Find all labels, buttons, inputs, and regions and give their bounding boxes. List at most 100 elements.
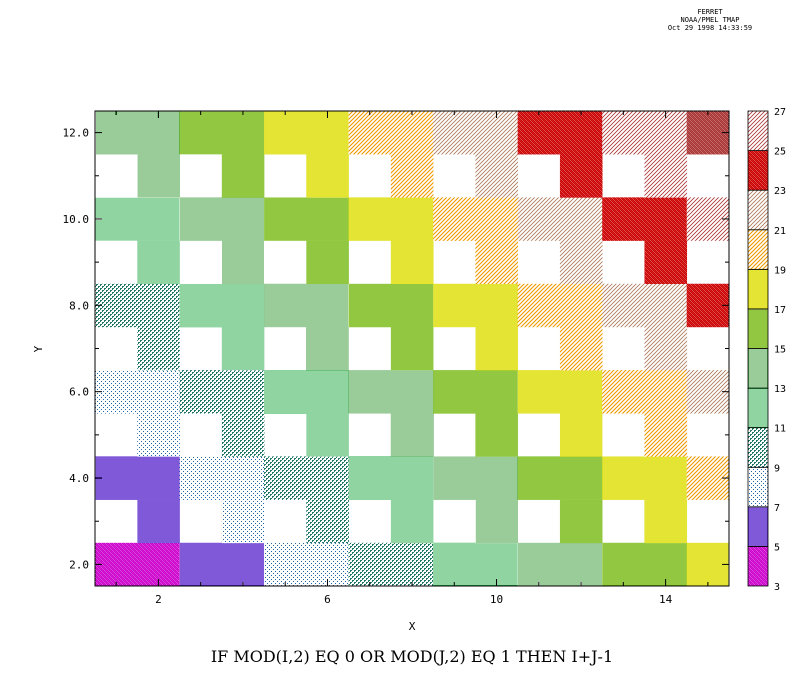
heatmap-cell xyxy=(306,240,349,285)
heatmap-cell xyxy=(306,370,349,414)
heatmap-cell xyxy=(602,111,645,155)
heatmap-cell xyxy=(475,413,518,457)
colorbar-label: 27 xyxy=(774,107,786,118)
heatmap-cell xyxy=(264,283,307,328)
heatmap-cell xyxy=(433,456,476,500)
heatmap-cell xyxy=(390,326,434,371)
x-tick-label: 14 xyxy=(659,593,673,606)
heatmap-cell xyxy=(559,499,603,544)
heatmap-cell xyxy=(517,370,561,414)
colorbar-label: 13 xyxy=(774,384,786,395)
heatmap-cell xyxy=(137,456,180,500)
heatmap-cell xyxy=(602,197,645,241)
heatmap-cell xyxy=(433,542,476,587)
heatmap-cell xyxy=(475,326,518,371)
heatmap-cell xyxy=(179,370,223,414)
y-tick-label: 10.0 xyxy=(63,213,90,226)
heatmap-cell xyxy=(644,111,688,155)
colorbar-label: 23 xyxy=(774,186,786,197)
heatmap-cell xyxy=(137,154,180,198)
heatmap-cell xyxy=(95,542,138,587)
heatmap-cell xyxy=(644,154,688,198)
heatmap-cell xyxy=(559,326,603,371)
heatmap-cell xyxy=(559,240,603,285)
heatmap-cell xyxy=(137,283,180,328)
heatmap-cell xyxy=(390,283,434,328)
heatmap-cell xyxy=(95,111,138,155)
heatmap-cell xyxy=(179,111,223,155)
colorbar-swatch xyxy=(747,466,769,508)
y-tick-label: 12.0 xyxy=(63,127,90,140)
heatmap-cell xyxy=(644,370,688,414)
heatmap-cell xyxy=(390,456,434,500)
heatmap-cell xyxy=(221,370,265,414)
heatmap-cell xyxy=(306,154,349,198)
colorbar-swatch xyxy=(747,150,769,191)
lab-name: NOAA/PMEL TMAP xyxy=(680,16,740,24)
heatmap-cell xyxy=(95,456,138,500)
colorbar-labels: 3 5 7 9 11 13 15 17 19 21 23 25 27 xyxy=(774,107,786,593)
heatmap-cell xyxy=(517,283,561,328)
heatmap-cell xyxy=(221,499,265,544)
heatmap-cell xyxy=(348,370,392,414)
heatmap-cell xyxy=(221,326,265,371)
chart-title: IF MOD(I,2) EQ 0 OR MOD(J,2) EQ 1 THEN I… xyxy=(211,647,613,666)
y-tick-label: 8.0 xyxy=(69,299,89,312)
heatmap-cell xyxy=(644,326,688,371)
colorbar-swatch xyxy=(747,427,769,468)
heatmap-cell xyxy=(221,283,265,328)
colorbar xyxy=(747,110,769,587)
x-tick-label: 10 xyxy=(490,593,503,606)
heatmap-cell xyxy=(390,240,434,285)
heatmap-cell xyxy=(264,542,307,587)
heatmap-cell xyxy=(559,154,603,198)
heatmap-cell xyxy=(559,413,603,457)
heatmap-cell xyxy=(348,111,392,155)
heatmap-cell xyxy=(179,542,223,587)
heatmap-cell xyxy=(559,370,603,414)
heatmap-cell xyxy=(221,111,265,155)
colorbar-swatch xyxy=(747,189,769,231)
heatmap-cell xyxy=(517,197,561,241)
heatmap-cell xyxy=(137,413,180,457)
heatmap-cell xyxy=(390,111,434,155)
heatmap-cell xyxy=(559,111,603,155)
heatmap-cell xyxy=(390,154,434,198)
heatmap-cell xyxy=(390,542,434,587)
colorbar-swatch xyxy=(747,348,769,389)
y-axis-label: Y xyxy=(32,345,45,352)
heatmap-cell xyxy=(644,197,688,241)
heatmap-cell xyxy=(264,197,307,241)
x-axis-label: X xyxy=(409,620,416,633)
heatmap-cell xyxy=(137,326,180,371)
heatmap-cell xyxy=(390,499,434,544)
heatmap-cell xyxy=(433,197,476,241)
heatmap-cell xyxy=(264,111,307,155)
heatmap-cell xyxy=(348,456,392,500)
heatmap-cell xyxy=(475,154,518,198)
heatmap-cell xyxy=(475,283,518,328)
heatmap-cell xyxy=(264,456,307,500)
heatmap-cell xyxy=(179,283,223,328)
heatmap-cell xyxy=(433,111,476,155)
heatmap-cell xyxy=(602,542,645,587)
heatmap-cell xyxy=(602,370,645,414)
heatmap-cell xyxy=(475,240,518,285)
heatmap-cell xyxy=(348,283,392,328)
colorbar-label: 5 xyxy=(774,542,780,553)
heatmap-cell xyxy=(559,456,603,500)
heatmap-cell xyxy=(644,413,688,457)
heatmap-cell xyxy=(221,413,265,457)
heatmap-cell xyxy=(475,499,518,544)
colorbar-swatch xyxy=(747,110,769,151)
colorbar-swatch xyxy=(747,308,769,349)
heatmap-cells xyxy=(95,111,730,587)
heatmap-cell xyxy=(390,197,434,241)
colorbar-swatch xyxy=(747,546,769,587)
heatmap-cell xyxy=(475,111,518,155)
heatmap-cell xyxy=(475,370,518,414)
heatmap-cell xyxy=(306,413,349,457)
heatmap-cell xyxy=(348,197,392,241)
colorbar-swatch xyxy=(747,506,769,547)
heatmap-cell xyxy=(137,240,180,285)
